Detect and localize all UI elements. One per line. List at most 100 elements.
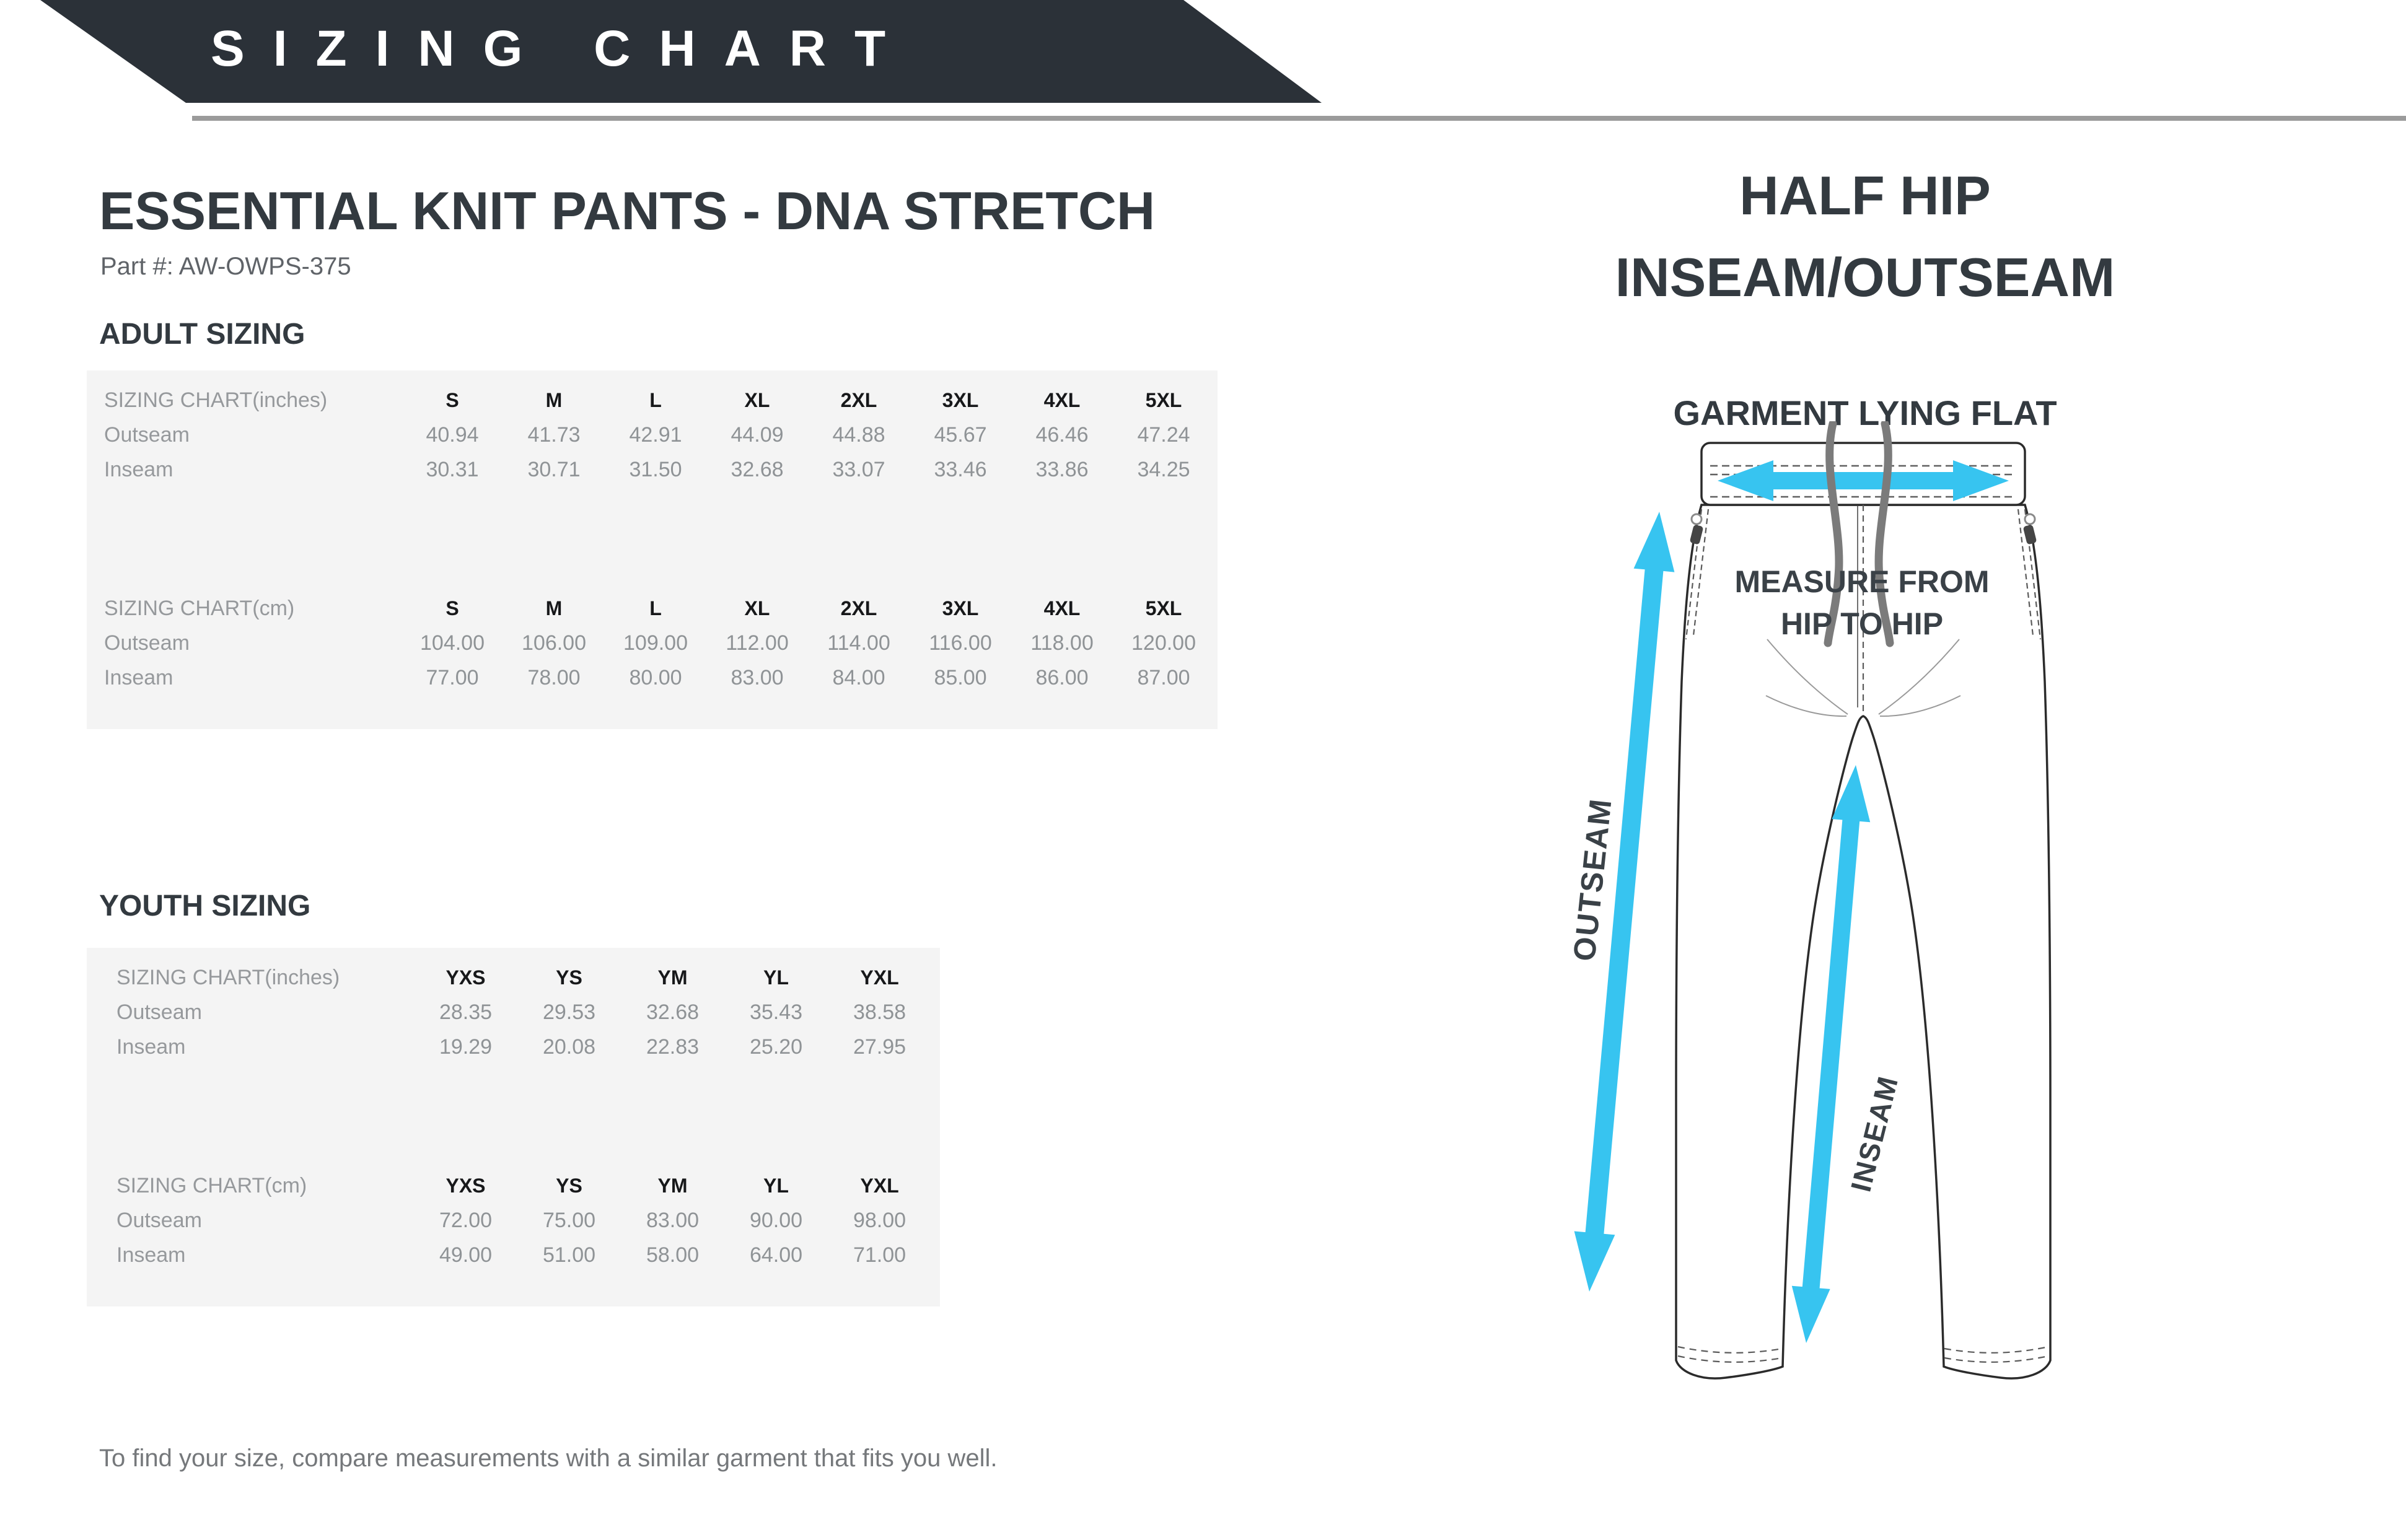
size-column-header: 4XL	[1043, 597, 1081, 619]
measurement-value: 40.94	[426, 422, 479, 447]
zipper-pull-right-icon	[2023, 513, 2037, 545]
measurement-value: 104.00	[420, 631, 485, 655]
measurement-value: 83.00	[731, 665, 784, 689]
part-number: Part #: AW-OWPS-375	[100, 253, 351, 280]
measurement-value: 32.68	[646, 1000, 700, 1024]
measurement-value: 35.43	[749, 1000, 803, 1024]
size-column-header: YL	[763, 966, 789, 989]
size-column-header: YS	[556, 1174, 582, 1197]
size-column-header: L	[649, 388, 662, 411]
measurement-value: 33.07	[832, 457, 885, 481]
measurement-value: 42.91	[629, 422, 682, 447]
measurement-value: 98.00	[853, 1208, 907, 1232]
measurement-value: 41.73	[527, 422, 581, 447]
size-column-header: YM	[657, 966, 688, 989]
measurement-row: Outseam 104.00 106.00 109.00 112.00 114.00 116…	[87, 626, 1218, 660]
measurement-value: 32.68	[731, 457, 784, 481]
measurement-value: 83.00	[646, 1208, 700, 1232]
measurement-value: 29.53	[542, 1000, 596, 1024]
measurement-label: Outseam	[116, 1000, 202, 1024]
size-column-header: M	[545, 597, 563, 619]
size-column-header: L	[649, 597, 662, 619]
measurement-value: 27.95	[853, 1035, 907, 1059]
size-column-header: 5XL	[1145, 388, 1182, 411]
size-column-header: YXL	[860, 966, 899, 989]
measurement-value: 49.00	[439, 1243, 493, 1267]
page-title: ESSENTIAL KNIT PANTS - DNA STRETCH	[99, 182, 1156, 241]
zipper-pull-left-icon	[1690, 513, 1703, 545]
outseam-arrow	[1574, 512, 1675, 1292]
measurement-row: Outseam 40.94 41.73 42.91 44.09 44.88 45.67 46.…	[87, 418, 1218, 452]
measurement-value: 86.00	[1035, 665, 1089, 689]
sizing-chart-banner: SIZING CHART	[40, 0, 1322, 103]
measurement-value: 51.00	[542, 1243, 596, 1267]
measurement-value: 19.29	[439, 1035, 493, 1059]
measurement-value: 87.00	[1137, 665, 1190, 689]
measurement-value: 85.00	[934, 665, 987, 689]
measurement-value: 84.00	[832, 665, 885, 689]
table-header-row: SIZING CHART(cm) S M L XL 2XL 3XL 4XL 5XL	[87, 591, 1218, 626]
size-column-header: 3XL	[942, 597, 979, 619]
size-column-header: 4XL	[1043, 388, 1081, 411]
measurement-label: Outseam	[104, 631, 190, 655]
measurement-value: 44.09	[731, 422, 784, 447]
measurement-label: Outseam	[104, 422, 190, 447]
size-column-header: YXL	[860, 1174, 899, 1197]
size-column-header: YL	[763, 1174, 789, 1197]
measurement-value: 120.00	[1131, 631, 1196, 655]
table-header-row: SIZING CHART(inches) YXS YS YM YL YXL	[87, 960, 940, 995]
measurement-value: 28.35	[439, 1000, 493, 1024]
measurement-row: Inseam 30.31 30.71 31.50 32.68 33.07 33.46 33.8…	[87, 452, 1218, 487]
size-column-header: S	[446, 388, 459, 411]
hip-width-arrow	[1718, 460, 2009, 501]
unit-label: SIZING CHART(inches)	[116, 965, 340, 989]
size-column-header: YS	[556, 966, 582, 989]
measurement-value: 58.00	[646, 1243, 700, 1267]
measurement-value: 31.50	[629, 457, 682, 481]
measurement-label: Inseam	[116, 1035, 186, 1059]
measurement-value: 38.58	[853, 1000, 907, 1024]
drawstrings	[1824, 421, 1894, 647]
size-column-header: 3XL	[942, 388, 979, 411]
banner-title: SIZING CHART	[211, 20, 915, 77]
measurement-label: Inseam	[104, 665, 173, 689]
size-column-header: 2XL	[840, 597, 877, 619]
measurement-value: 22.83	[646, 1035, 700, 1059]
size-column-header: S	[446, 597, 459, 619]
youth-size-table-0: SIZING CHART(inches) YXS YS YM YL YXL Outseam 2…	[87, 960, 940, 1064]
measurement-value: 72.00	[439, 1208, 493, 1232]
measurement-row: Inseam 77.00 78.00 80.00 83.00 84.00 85.00 86.0…	[87, 660, 1218, 695]
measure-hip-label-line1: MEASURE FROM	[1734, 564, 1990, 599]
measurement-value: 78.00	[527, 665, 581, 689]
measurement-row: Inseam 19.29 20.08 22.83 25.20 27.95	[87, 1030, 940, 1064]
measurement-value: 118.00	[1030, 631, 1094, 655]
size-column-header: 2XL	[840, 388, 877, 411]
youth-sizing-heading: YOUTH SIZING	[99, 890, 311, 922]
measurement-row: Inseam 49.00 51.00 58.00 64.00 71.00	[87, 1238, 940, 1272]
measure-hip-label: MEASURE FROM HIP TO HIP	[1552, 561, 2172, 645]
garment-lying-flat-label: GARMENT LYING FLAT	[1673, 393, 2057, 432]
unit-label: SIZING CHART(cm)	[116, 1173, 307, 1197]
adult-size-table-0: SIZING CHART(inches) S M L XL 2XL 3XL 4XL 5XL Out…	[87, 383, 1218, 487]
measurement-value: 114.00	[827, 631, 890, 655]
pants-diagram	[1574, 421, 2052, 1380]
size-column-header: XL	[744, 388, 770, 411]
measurement-value: 109.00	[623, 631, 688, 655]
unit-label: SIZING CHART(inches)	[104, 388, 328, 412]
table-header-row: SIZING CHART(inches) S M L XL 2XL 3XL 4XL 5XL	[87, 383, 1218, 418]
size-column-header: M	[545, 388, 563, 411]
measure-hip-label-line2: HIP TO HIP	[1780, 606, 1944, 641]
measurement-value: 77.00	[426, 665, 479, 689]
size-column-header: YXS	[446, 1174, 486, 1197]
measurement-row: Outseam 72.00 75.00 83.00 90.00 98.00	[87, 1203, 940, 1238]
hem-stitching	[1677, 1345, 2049, 1363]
measurement-value: 112.00	[726, 631, 789, 655]
measurement-value: 71.00	[853, 1243, 907, 1267]
crotch-seams	[1765, 639, 1961, 717]
size-column-header: XL	[744, 597, 770, 619]
measurement-value: 45.67	[934, 422, 987, 447]
adult-sizing-block: SIZING CHART(inches) S M L XL 2XL 3XL 4XL 5XL Out…	[87, 370, 1218, 729]
footer-note: To find your size, compare measurements …	[99, 1445, 998, 1472]
measurement-value: 80.00	[629, 665, 682, 689]
pants-outline	[1675, 504, 2052, 1380]
